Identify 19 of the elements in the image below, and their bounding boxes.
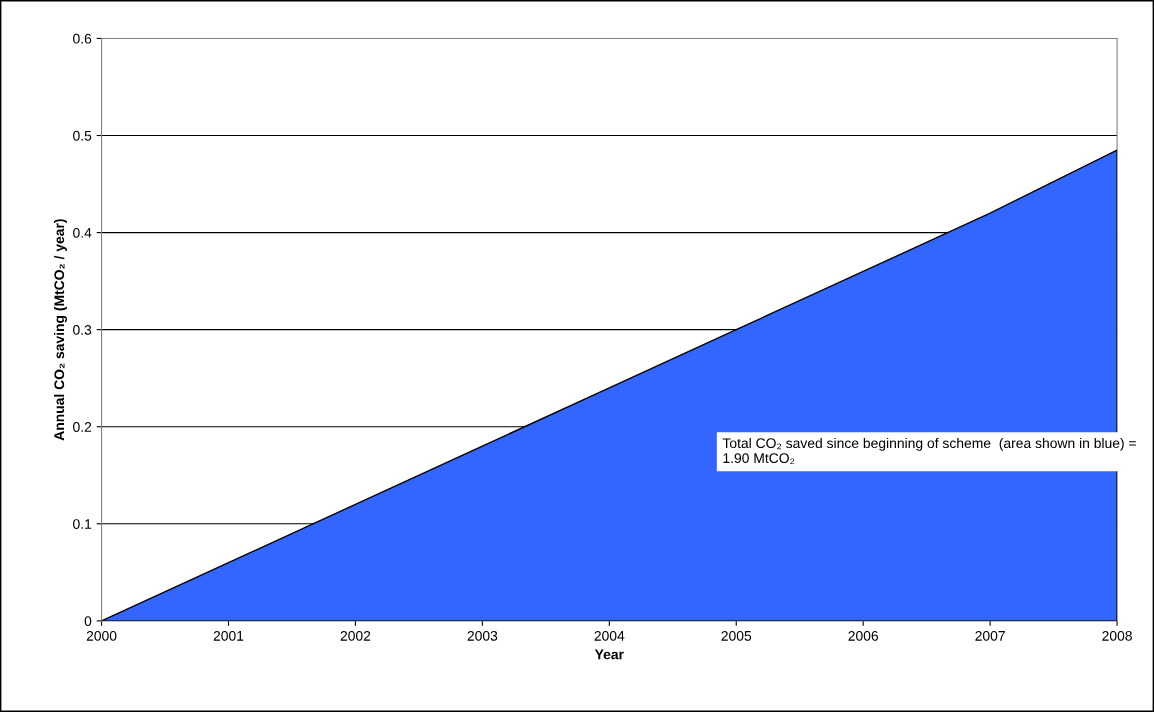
y-tick-label: 0.4 <box>73 227 92 238</box>
x-tick-label: 2000 <box>86 630 117 641</box>
x-tick-label: 2005 <box>721 630 752 641</box>
y-tick-label: 0.5 <box>73 130 92 141</box>
x-tick-label: 2001 <box>213 630 244 641</box>
x-tick-label: 2003 <box>467 630 498 641</box>
y-tick-label: 0.3 <box>73 324 92 335</box>
y-tick-label: 0 <box>84 616 92 627</box>
x-tick-label: 2008 <box>1102 630 1132 641</box>
y-tick-label: 0.6 <box>73 33 92 44</box>
y-tick-label: 0.1 <box>73 519 92 529</box>
x-tick-label: 2007 <box>975 630 1005 641</box>
x-tick-label: 2002 <box>340 630 371 641</box>
x-tick-label: 2006 <box>848 630 879 641</box>
x-tick-label: 2004 <box>594 630 625 641</box>
y-axis-title: Annual CO₂ saving (MtCO₂ / year) <box>53 219 67 441</box>
y-tick-label: 0.2 <box>73 422 92 432</box>
x-axis-title: Year <box>594 649 624 660</box>
annotation: Total CO₂ saved since beginning of scheme (area shown in blue) = 1.90 MtCO₂ <box>722 437 1136 465</box>
